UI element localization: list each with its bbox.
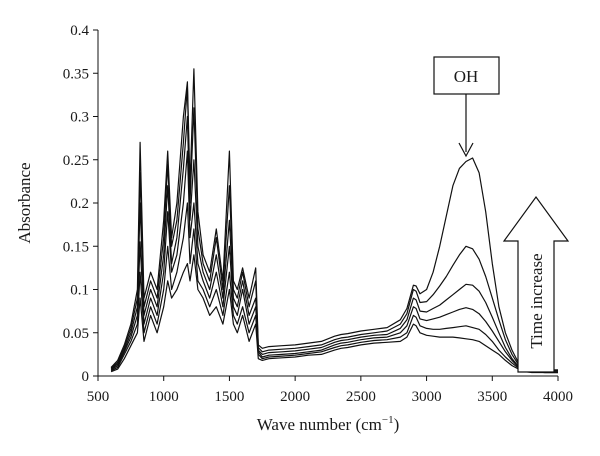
time-increase-arrow: Time increase — [502, 195, 570, 373]
x-tick-label: 3500 — [477, 389, 507, 405]
y-axis-label: Absorbance — [15, 162, 34, 243]
x-tick-label: 500 — [87, 389, 110, 405]
x-axis-label-sup: −1 — [382, 414, 394, 426]
y-tick-label: 0.3 — [70, 110, 89, 126]
x-tick-label: 4000 — [543, 389, 573, 405]
time-arrow-shape — [502, 195, 570, 373]
x-axis-label-main: Wave number (cm — [257, 415, 382, 434]
x-tick-label: 1500 — [214, 389, 244, 405]
x-axis-label: Wave number (cm−1) — [257, 414, 400, 434]
time-increase-label: Time increase — [527, 253, 546, 348]
x-ticks: 500 1000 1500 2000 2500 3000 3500 4000 — [87, 376, 573, 405]
x-tick-label: 2000 — [280, 389, 310, 405]
y-tick-label: 0.15 — [63, 239, 89, 255]
x-tick-label: 1000 — [149, 389, 179, 405]
absorbance-series-line — [110, 68, 558, 371]
oh-box — [433, 56, 500, 95]
y-tick-label: 0.4 — [70, 23, 89, 39]
series-group — [110, 68, 558, 374]
y-tick-label: 0 — [82, 369, 90, 385]
oh-arrow-head — [458, 142, 474, 158]
absorbance-series-line — [110, 150, 558, 374]
absorbance-series-line — [110, 254, 558, 374]
oh-annotation: OH — [433, 56, 500, 158]
absorbance-series-line — [110, 115, 558, 373]
y-tick-label: 0.05 — [63, 326, 89, 342]
y-tick-label: 0.25 — [63, 153, 89, 169]
oh-label: OH — [454, 67, 479, 86]
x-tick-label: 3000 — [412, 389, 442, 405]
absorbance-series-line — [110, 202, 558, 374]
y-tick-label: 0.1 — [70, 283, 89, 299]
y-ticks: 0 0.05 0.1 0.15 0.2 0.25 0.3 0.35 0.4 — [63, 23, 98, 385]
y-tick-label: 0.35 — [63, 66, 89, 82]
x-tick-label: 2500 — [346, 389, 376, 405]
y-tick-label: 0.2 — [70, 196, 89, 212]
x-axis-label-close: ) — [394, 415, 400, 434]
